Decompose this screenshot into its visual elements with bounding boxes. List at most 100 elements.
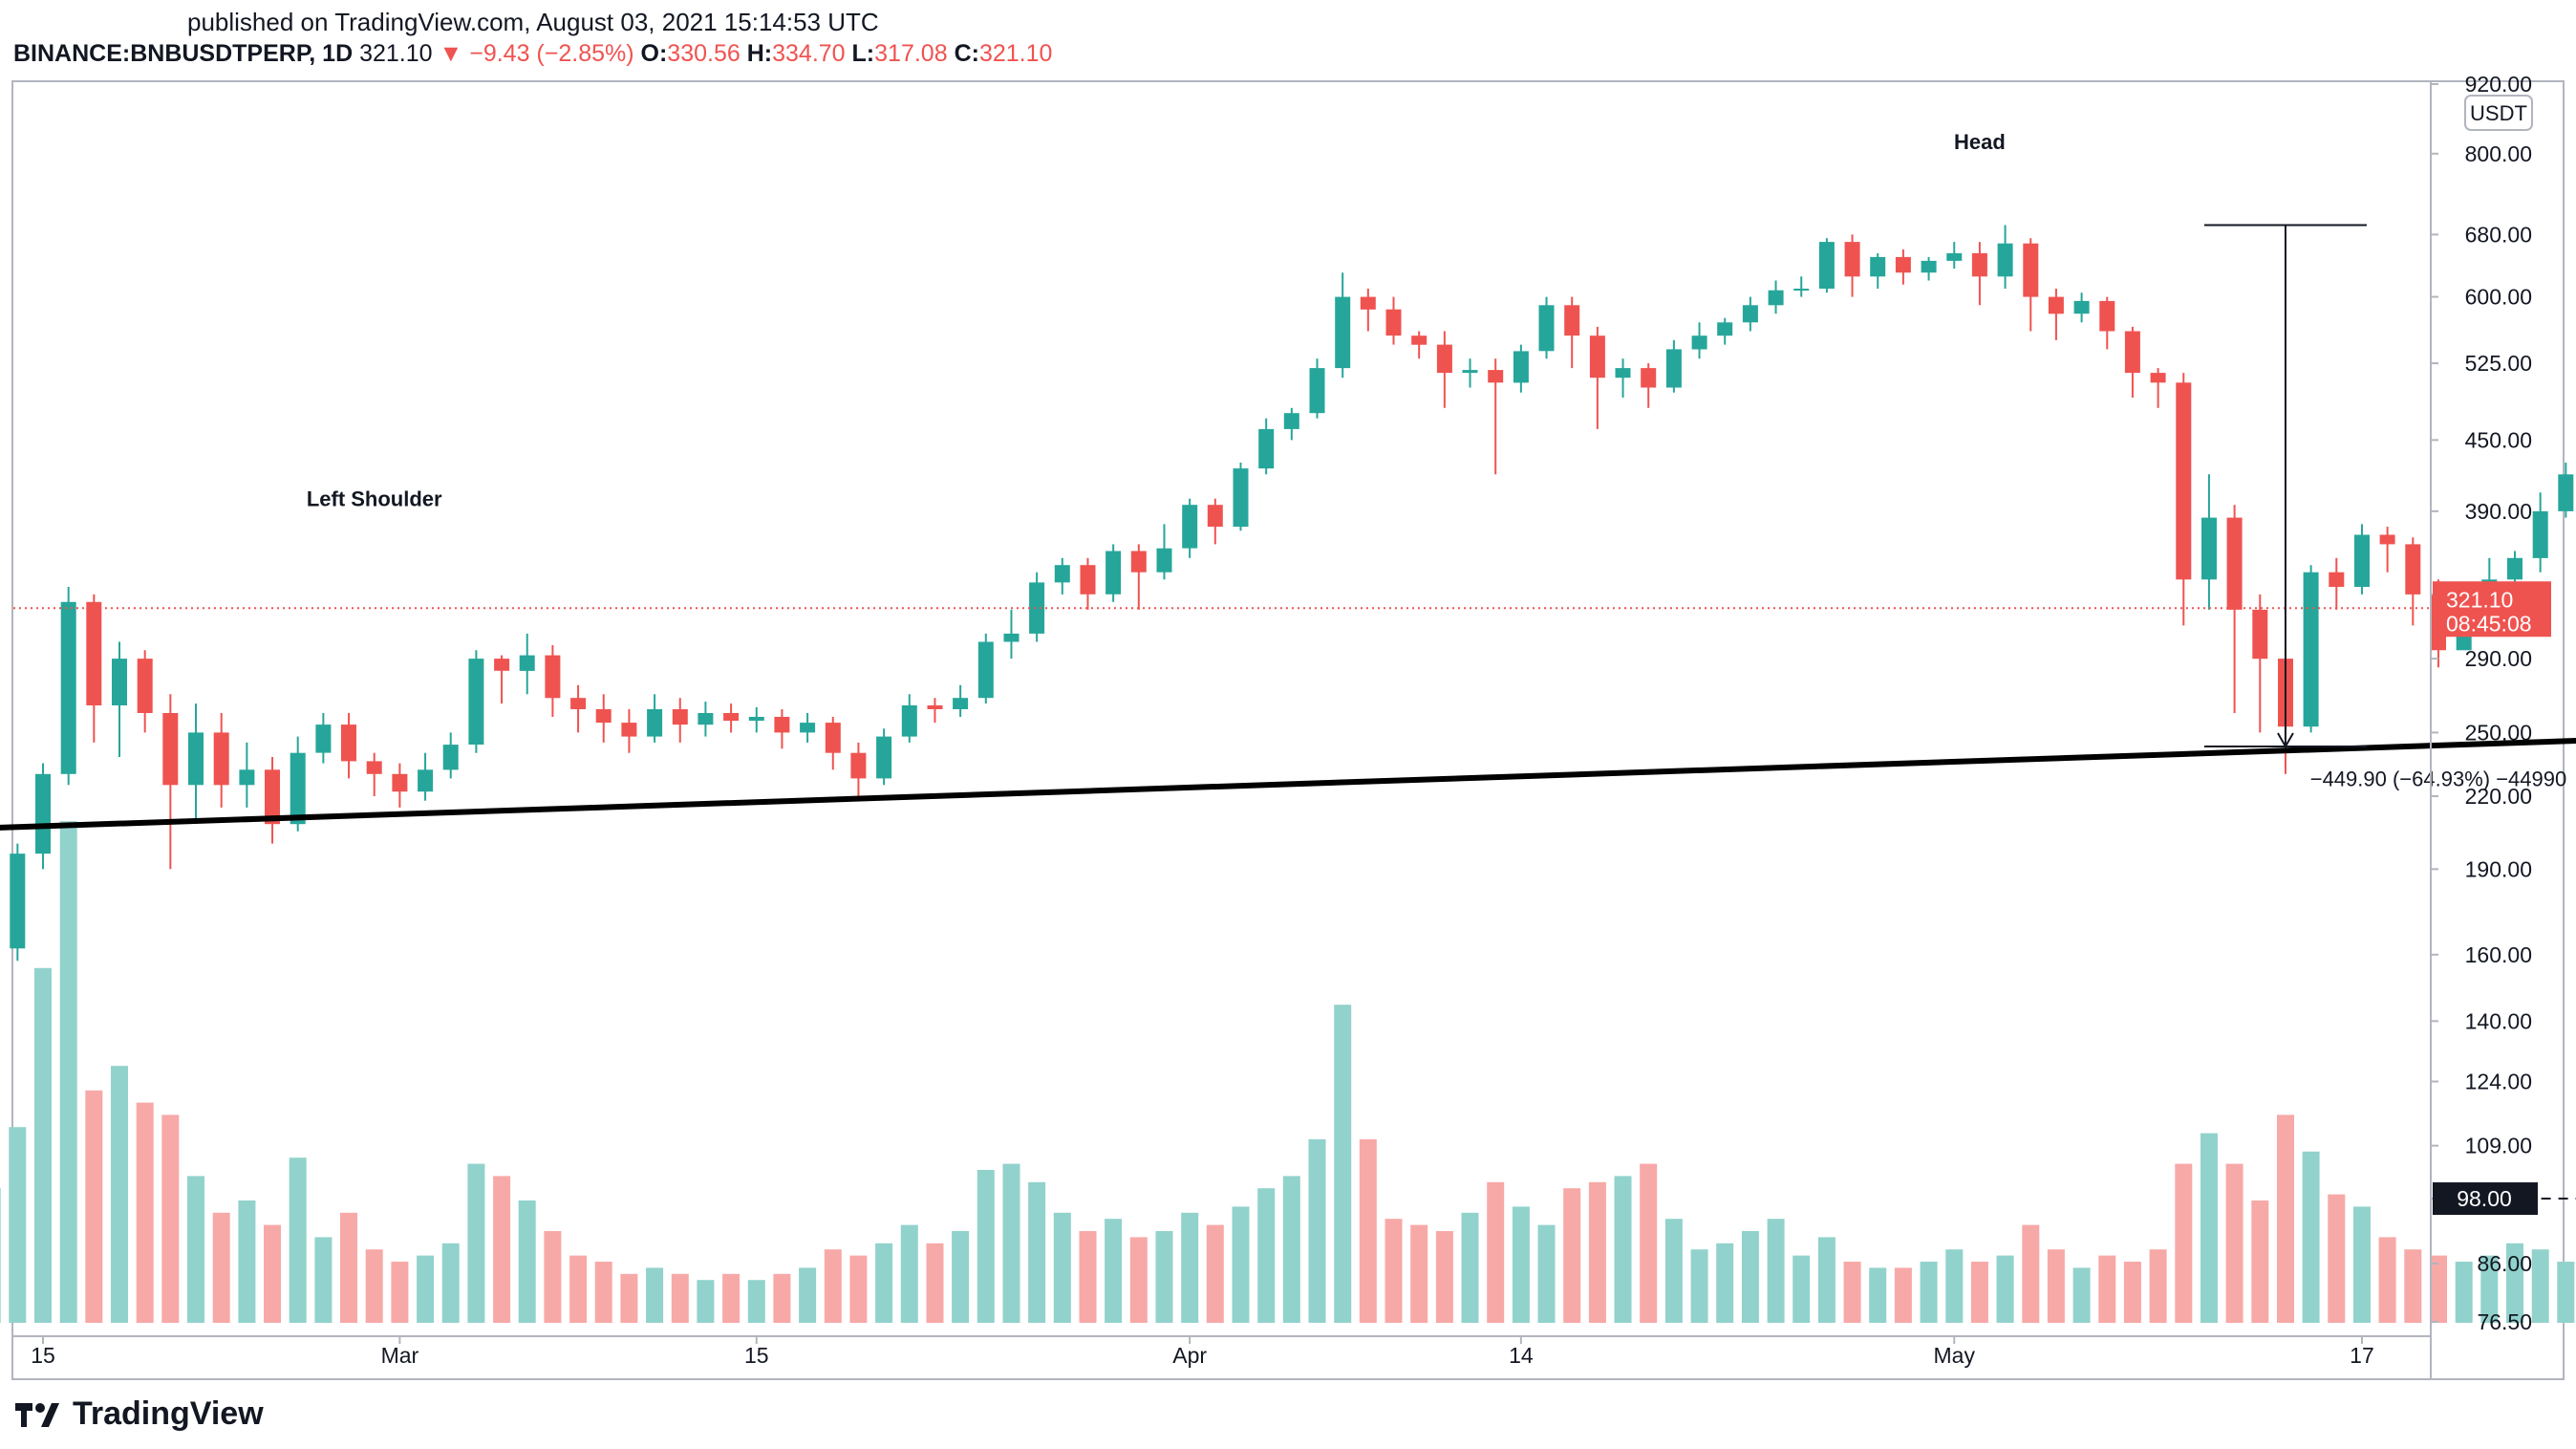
time-tick-label: Mar <box>381 1343 419 1368</box>
head-measure-label: −449.90 (−64.93%) −44990 <box>2310 767 2567 790</box>
volume-bar <box>747 1280 765 1323</box>
candlesticks <box>10 225 2574 962</box>
ohlc-legend: BINANCE:BNBUSDTPERP, 1D 321.10 ▼ −9.43 (… <box>13 40 1052 68</box>
target-price-tag-value: 98.00 <box>2457 1186 2512 1211</box>
candle-body <box>290 752 306 825</box>
candle-body <box>188 732 204 786</box>
open-value: 330.56 <box>667 40 741 67</box>
price-tick-label: 86.00 <box>2477 1251 2532 1276</box>
candle-body <box>595 709 612 724</box>
price-tick-label: 140.00 <box>2465 1008 2532 1033</box>
volume-bar <box>2251 1200 2269 1323</box>
candle-body <box>265 769 280 825</box>
volume-bar <box>1206 1224 1224 1323</box>
candle-body <box>2226 517 2243 610</box>
volume-bar <box>900 1224 918 1323</box>
candle-body <box>748 717 764 722</box>
volume-bar <box>1664 1219 1683 1323</box>
candle-body <box>1538 305 1555 352</box>
volume-bar <box>2557 1262 2575 1323</box>
volume-bar <box>1129 1237 1148 1323</box>
candle-body <box>1641 368 1657 388</box>
volume-bar <box>264 1224 281 1323</box>
volume-bar <box>2098 1255 2116 1323</box>
candle-body <box>1615 368 1631 378</box>
volume-bar <box>2378 1237 2396 1323</box>
candle-body <box>137 659 153 713</box>
candle-body <box>1462 370 1478 374</box>
chart-frame[interactable] <box>11 80 2565 1380</box>
volume-bar <box>1970 1262 1988 1323</box>
volume-bar <box>2022 1224 2040 1323</box>
price-tick-label: 600.00 <box>2465 285 2532 310</box>
published-caption: published on TradingView.com, August 03,… <box>187 8 879 36</box>
time-axis: 15Mar15Apr14May17Jun14Jul19Aug16 <box>13 1335 2431 1368</box>
candle-body <box>494 659 510 671</box>
volume-bar <box>849 1255 868 1323</box>
volume-bar <box>417 1255 435 1323</box>
volume-bar <box>2149 1249 2167 1323</box>
candle-body <box>2048 296 2064 314</box>
candle-body <box>392 773 408 792</box>
candle-body <box>1564 305 1580 336</box>
candle-body <box>341 724 356 762</box>
candle-body <box>2124 331 2140 374</box>
unit-label: USDT <box>2470 101 2527 125</box>
candle-body <box>2303 572 2319 727</box>
candle-body <box>1130 551 1147 573</box>
volume-bar <box>1461 1212 1479 1323</box>
price-tick-label: 76.50 <box>2477 1309 2532 1334</box>
volume-bar <box>2353 1206 2371 1323</box>
candle-body <box>112 659 127 705</box>
price-tick-label: 680.00 <box>2465 222 2532 247</box>
close-value: 321.10 <box>978 40 1053 67</box>
candle-body <box>672 709 688 725</box>
candle-body <box>2176 382 2192 580</box>
volume-bar <box>1487 1181 1505 1323</box>
volume-bar <box>493 1176 511 1323</box>
volume-bar <box>1334 1005 1352 1323</box>
volume-bar <box>1257 1188 1276 1323</box>
volume-bar <box>2047 1249 2065 1323</box>
volume-bar <box>2506 1243 2523 1323</box>
candle-body <box>2023 243 2039 297</box>
volume-bar <box>111 1066 128 1323</box>
candle-body <box>2099 300 2115 332</box>
volume-bar <box>1181 1212 1199 1323</box>
candle-body <box>1436 344 1452 374</box>
price-tick-label: 250.00 <box>2465 720 2532 745</box>
candle-body <box>1895 256 1911 273</box>
change-down-icon: ▼ <box>439 40 463 67</box>
time-tick-label: 15 <box>31 1343 55 1368</box>
volume-bar <box>1105 1219 1123 1323</box>
volume-bar <box>569 1255 588 1323</box>
volume-bar <box>1079 1231 1097 1323</box>
volume-bar <box>926 1243 944 1323</box>
volume-bar <box>2430 1255 2447 1323</box>
volume-bar <box>1690 1249 1708 1323</box>
tradingview-brand[interactable]: TradingView <box>13 1395 264 1433</box>
candle-body <box>213 732 229 786</box>
candle-body <box>519 655 535 671</box>
candle-body <box>2507 557 2522 580</box>
candle-body <box>60 601 76 774</box>
candle-body <box>2379 534 2395 545</box>
last-price-tag-value: 321.10 <box>2446 587 2513 612</box>
neckline <box>0 738 2576 831</box>
time-tick-label: 17 <box>2350 1343 2374 1368</box>
symbol-label[interactable]: BINANCE:BNBUSDTPERP, 1D <box>13 40 354 67</box>
candle-body <box>1003 633 1020 642</box>
candle-body <box>647 709 663 737</box>
volume-bar <box>2277 1114 2294 1323</box>
candle-body <box>977 641 994 699</box>
candle-body <box>1793 289 1810 291</box>
left-shoulder-label: Left Shoulder <box>307 487 442 511</box>
volume-bar <box>1920 1262 1938 1323</box>
volume-bar <box>646 1267 664 1323</box>
candle-body <box>239 769 255 786</box>
volume-bar <box>1512 1206 1530 1323</box>
volume-bar <box>2225 1163 2243 1323</box>
price-tick-label: 160.00 <box>2465 942 2532 967</box>
candle-body <box>1997 243 2013 277</box>
